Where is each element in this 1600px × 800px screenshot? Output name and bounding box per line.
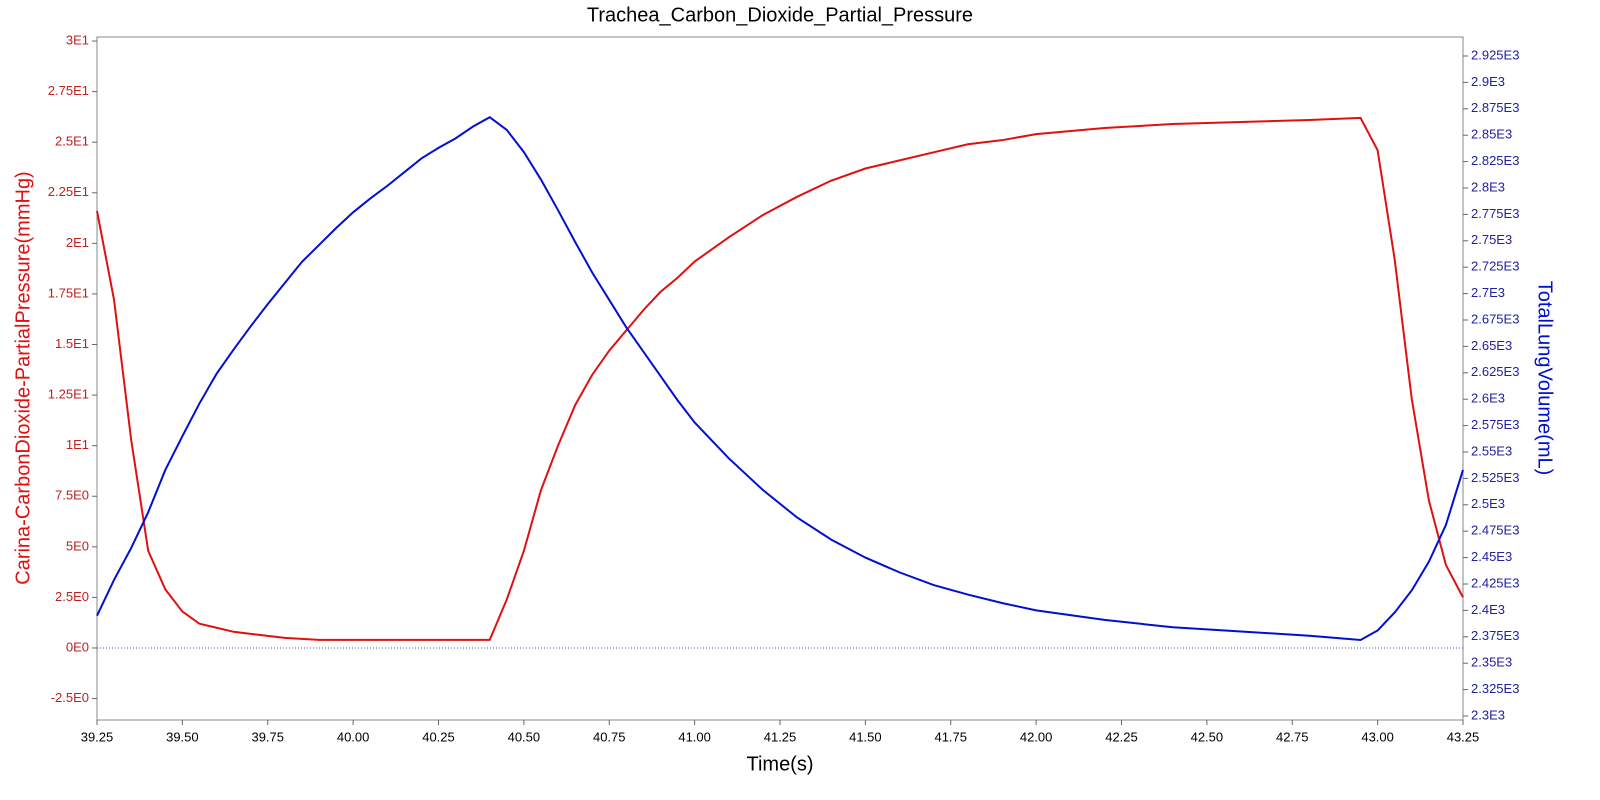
y-tick-label: 2.75E1 (48, 83, 89, 98)
x-tick-label: 41.75 (934, 729, 967, 744)
y2-tick-label: 2.675E3 (1471, 311, 1519, 326)
series-line (96, 116, 1464, 641)
plot-frame (96, 36, 1464, 721)
y2-tick-label: 2.55E3 (1471, 443, 1512, 458)
x-tick-label: 40.75 (593, 729, 626, 744)
y2-tick-label: 2.475E3 (1471, 523, 1519, 538)
y2-tick-label: 2.375E3 (1471, 628, 1519, 643)
y2-tick-label: 2.525E3 (1471, 470, 1519, 485)
y2-tick-label: 2.85E3 (1471, 127, 1512, 142)
y2-tick-label: 2.45E3 (1471, 549, 1512, 564)
y2-tick-label: 2.775E3 (1471, 206, 1519, 221)
y-tick-label: -2.5E0 (51, 690, 89, 705)
x-tick-label: 39.25 (81, 729, 114, 744)
x-axis-label: Time(s) (746, 753, 813, 775)
y2-tick-label: 2.5E3 (1471, 496, 1505, 511)
y2-tick-label: 2.35E3 (1471, 655, 1512, 670)
y-tick-label: 2.25E1 (48, 184, 89, 199)
y2-tick-label: 2.825E3 (1471, 153, 1519, 168)
y2-tick-label: 2.3E3 (1471, 707, 1505, 722)
x-tick-label: 41.50 (849, 729, 882, 744)
y-axis-label: Carina-CarbonDioxide-PartialPressure(mmH… (12, 171, 34, 584)
y-tick-label: 7.5E0 (55, 488, 89, 503)
x-tick-label: 42.25 (1105, 729, 1138, 744)
x-tick-label: 40.50 (508, 729, 541, 744)
x-tick-label: 43.00 (1361, 729, 1394, 744)
y-tick-label: 5E0 (66, 538, 89, 553)
y2-tick-label: 2.925E3 (1471, 47, 1519, 62)
y2-axis-label: TotalLungVolume(mL) (1534, 281, 1556, 476)
x-tick-label: 39.75 (251, 729, 284, 744)
y2-tick-label: 2.4E3 (1471, 602, 1505, 617)
x-tick-label: 43.25 (1447, 729, 1480, 744)
x-tick-label: 42.00 (1020, 729, 1053, 744)
y2-tick-label: 2.6E3 (1471, 391, 1505, 406)
y-tick-label: 2.5E1 (55, 134, 89, 149)
y2-tick-label: 2.9E3 (1471, 74, 1505, 89)
chart-title: Trachea_Carbon_Dioxide_Partial_Pressure (587, 4, 973, 26)
series-line (96, 116, 1464, 641)
x-tick-label: 41.00 (678, 729, 711, 744)
y-tick-label: 0E0 (66, 639, 89, 654)
y2-tick-label: 2.625E3 (1471, 364, 1519, 379)
y2-tick-label: 2.8E3 (1471, 179, 1505, 194)
y-tick-label: 2.5E0 (55, 589, 89, 604)
y-tick-label: 2E1 (66, 235, 89, 250)
y2-tick-label: 2.575E3 (1471, 417, 1519, 432)
y2-tick-label: 2.75E3 (1471, 232, 1512, 247)
y2-tick-label: 2.65E3 (1471, 338, 1512, 353)
y2-tick-label: 2.325E3 (1471, 681, 1519, 696)
x-tick-label: 40.25 (422, 729, 455, 744)
y-tick-label: 1.75E1 (48, 285, 89, 300)
y-tick-label: 1.25E1 (48, 387, 89, 402)
y-tick-label: 1E1 (66, 437, 89, 452)
y-tick-label: 3E1 (66, 32, 89, 47)
x-tick-label: 42.50 (1191, 729, 1224, 744)
x-tick-label: 39.50 (166, 729, 199, 744)
y2-tick-label: 2.425E3 (1471, 575, 1519, 590)
y2-tick-label: 2.875E3 (1471, 100, 1519, 115)
x-tick-label: 41.25 (764, 729, 797, 744)
x-tick-label: 40.00 (337, 729, 370, 744)
y2-tick-label: 2.7E3 (1471, 285, 1505, 300)
y2-tick-label: 2.725E3 (1471, 259, 1519, 274)
y-tick-label: 1.5E1 (55, 336, 89, 351)
x-tick-label: 42.75 (1276, 729, 1309, 744)
